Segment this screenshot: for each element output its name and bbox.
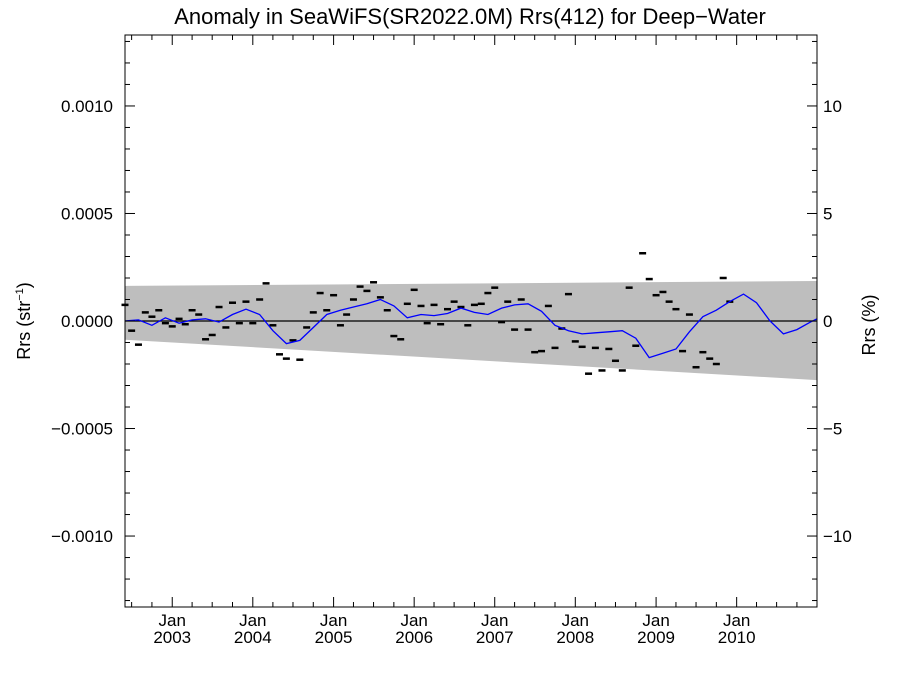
- left-tick-label: 0.0000: [61, 312, 113, 331]
- x-tick-year-label: 2006: [395, 628, 433, 647]
- x-tick-month-label: Jan: [400, 611, 427, 630]
- x-tick-month-label: Jan: [642, 611, 669, 630]
- x-tick-month-label: Jan: [320, 611, 347, 630]
- x-tick-year-label: 2008: [556, 628, 594, 647]
- y-axis-label-right: Rrs (%): [859, 295, 879, 356]
- x-tick-month-label: Jan: [481, 611, 508, 630]
- x-tick-year-label: 2007: [476, 628, 514, 647]
- right-tick-label: 0: [823, 312, 832, 331]
- x-tick-year-label: 2010: [718, 628, 756, 647]
- left-tick-label: 0.0005: [61, 204, 113, 223]
- x-tick-month-label: Jan: [239, 611, 266, 630]
- right-tick-label: −5: [823, 420, 842, 439]
- right-tick-label: 10: [823, 97, 842, 116]
- x-tick-year-label: 2003: [153, 628, 191, 647]
- uncertainty-band: [125, 281, 817, 381]
- left-tick-label: 0.0010: [61, 97, 113, 116]
- right-tick-label: 5: [823, 204, 832, 223]
- y-axis-label-left: Rrs (str−1): [14, 282, 34, 360]
- x-tick-month-label: Jan: [159, 611, 186, 630]
- x-tick-year-label: 2005: [315, 628, 353, 647]
- left-tick-label: −0.0005: [51, 420, 113, 439]
- right-tick-label: −10: [823, 527, 852, 546]
- x-tick-month-label: Jan: [723, 611, 750, 630]
- x-tick-month-label: Jan: [562, 611, 589, 630]
- smoothed-series-line: [124, 293, 818, 359]
- left-tick-label: −0.0010: [51, 527, 113, 546]
- x-tick-year-label: 2004: [234, 628, 272, 647]
- chart-title: Anomaly in SeaWiFS(SR2022.0M) Rrs(412) f…: [174, 4, 766, 29]
- x-tick-year-label: 2009: [637, 628, 675, 647]
